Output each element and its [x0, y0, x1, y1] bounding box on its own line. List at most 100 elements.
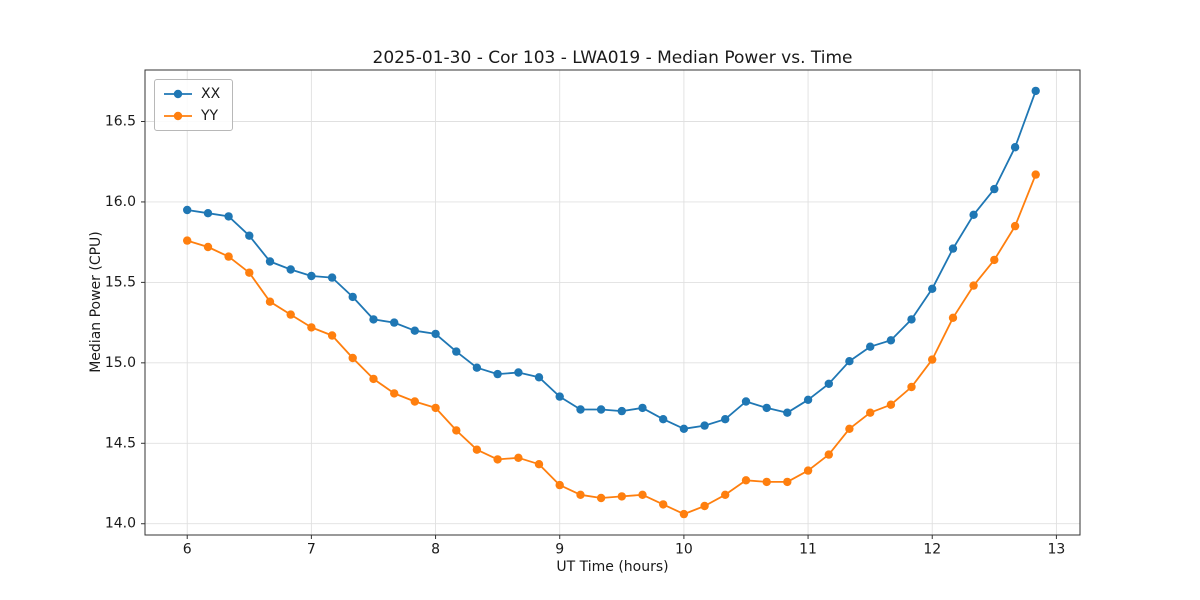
series-YY-marker [783, 477, 792, 487]
series-XX-marker [638, 403, 647, 413]
series-YY-marker [452, 426, 461, 435]
series-XX-marker [390, 318, 399, 327]
series-XX-marker [555, 392, 564, 401]
x-tick-label: 13 [1047, 542, 1065, 558]
series-YY-marker [659, 500, 668, 509]
series-YY-marker [741, 476, 751, 485]
x-tick-label: 10 [675, 542, 693, 558]
series-YY-marker [348, 353, 357, 363]
series-XX-marker [617, 406, 626, 416]
y-tick-label: 15.0 [105, 355, 136, 371]
series-YY-marker [907, 382, 916, 392]
series-XX-marker [534, 373, 544, 382]
legend-swatch-XX [164, 89, 192, 99]
series-YY-marker [534, 460, 544, 469]
series-XX-marker [1031, 86, 1040, 96]
series-YY-marker [265, 297, 275, 306]
series-YY-marker [1010, 221, 1020, 231]
series-XX-marker [824, 379, 833, 388]
series-XX-marker [1010, 143, 1020, 152]
y-tick-label: 14.5 [105, 435, 136, 451]
series-XX-marker [969, 210, 978, 219]
series-XX-marker [369, 315, 378, 324]
series-XX-marker [265, 257, 275, 266]
series-XX-marker [783, 408, 792, 417]
series-YY-marker [948, 313, 958, 322]
series-XX-marker [576, 405, 585, 414]
series-YY-marker [990, 255, 999, 265]
y-tick-label: 16.0 [105, 194, 136, 210]
series-XX-marker [596, 405, 606, 414]
series-YY-marker [493, 455, 502, 464]
series-YY-marker [638, 490, 647, 499]
legend-item-XX: XX [163, 86, 220, 102]
series-XX-marker [514, 368, 523, 377]
series-YY-marker [286, 310, 295, 319]
series-YY-marker [762, 477, 771, 487]
series-YY-marker [803, 466, 813, 475]
series-XX-marker [307, 271, 316, 281]
y-axis-label: Median Power (CPU) [88, 231, 104, 373]
legend-item-YY: YY [163, 108, 220, 124]
series-XX-marker [493, 369, 502, 379]
legend: XX YY [154, 79, 234, 131]
series-YY-marker [721, 490, 730, 499]
series-XX-marker [845, 357, 854, 366]
series-YY-marker [203, 242, 213, 252]
series-XX-marker [348, 292, 357, 302]
series-YY-marker [617, 492, 626, 501]
series-XX-marker [327, 273, 337, 282]
x-tick-label: 6 [183, 542, 192, 558]
series-XX-marker [866, 342, 875, 351]
series-XX-marker [203, 209, 213, 218]
series-XX-marker [948, 244, 958, 253]
series-XX-marker [224, 212, 233, 221]
series-XX-marker [907, 315, 916, 324]
series-YY-line [186, 173, 1037, 515]
series-XX-marker [679, 424, 689, 433]
series-YY-marker [866, 408, 875, 417]
series-YY-marker [307, 323, 316, 332]
series-YY-marker [327, 331, 337, 340]
x-tick-label: 9 [555, 542, 564, 558]
series-YY-marker [596, 493, 606, 503]
series-XX-marker [245, 231, 254, 240]
series-XX-marker [183, 205, 192, 215]
x-axis-label: UT Time (hours) [556, 559, 669, 575]
series-YY-marker [514, 453, 523, 462]
series-YY-marker [410, 397, 419, 406]
series-XX-marker [928, 284, 937, 293]
chart-title: 2025-01-30 - Cor 103 - LWA019 - Median P… [372, 48, 853, 68]
series-YY-marker [928, 355, 937, 364]
legend-label-YY: YY [201, 108, 219, 124]
series-XX-line [186, 90, 1037, 430]
series-XX-marker [741, 397, 751, 406]
series-XX-marker [762, 403, 771, 413]
series-YY-marker [183, 236, 192, 245]
series-XX-marker [472, 363, 482, 372]
series-XX-marker [886, 336, 896, 345]
x-tick-label: 8 [431, 542, 440, 558]
y-tick-label: 14.0 [105, 516, 136, 532]
series-XX-marker [410, 326, 419, 335]
series-YY-marker [555, 480, 564, 490]
series-YY-marker [390, 389, 399, 398]
x-tick-label: 12 [923, 542, 941, 558]
series-YY-marker [824, 450, 833, 459]
series-YY-marker [886, 400, 896, 409]
series-XX-marker [286, 265, 295, 274]
series-YY-marker [472, 445, 482, 454]
series-YY-marker [1031, 170, 1040, 179]
x-tick-label: 7 [307, 542, 316, 558]
series-XX-marker [803, 395, 813, 404]
legend-label-XX: XX [201, 86, 221, 102]
axes-frame [144, 69, 1081, 536]
series-YY-marker [969, 281, 978, 290]
x-tick-label: 11 [799, 542, 817, 558]
series-YY-marker [679, 509, 689, 519]
series-XX-marker [990, 184, 999, 194]
y-tick-label: 16.5 [105, 113, 136, 129]
series-YY-marker [576, 490, 585, 499]
